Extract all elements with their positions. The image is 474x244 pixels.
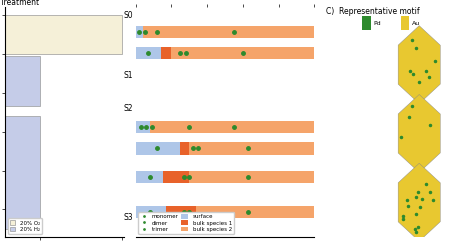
Text: S0: S0 — [124, 10, 134, 20]
Bar — [161, 47, 172, 59]
Polygon shape — [398, 163, 440, 241]
Polygon shape — [398, 26, 440, 104]
Text: Pd: Pd — [374, 21, 381, 26]
Bar — [136, 121, 150, 133]
Bar — [197, 206, 314, 218]
Bar — [163, 171, 189, 183]
Text: S2: S2 — [124, 104, 133, 113]
Bar — [166, 206, 197, 218]
Bar — [189, 171, 314, 183]
Bar — [5, 15, 122, 54]
Bar — [362, 17, 371, 30]
Text: A)  Treatment: A) Treatment — [0, 0, 39, 7]
Bar — [5, 116, 40, 229]
Text: Au: Au — [412, 21, 420, 26]
Text: S3: S3 — [124, 213, 134, 222]
Bar — [136, 171, 163, 183]
Polygon shape — [398, 94, 440, 173]
Bar — [136, 26, 143, 38]
Bar — [136, 47, 161, 59]
Bar — [172, 47, 314, 59]
Text: C)  Representative motif: C) Representative motif — [326, 7, 420, 16]
Bar — [143, 26, 314, 38]
Bar — [401, 17, 409, 30]
Bar — [150, 121, 314, 133]
Bar — [189, 142, 314, 155]
Legend: 20% O₂, 20% H₂: 20% O₂, 20% H₂ — [8, 218, 42, 234]
Bar — [181, 142, 189, 155]
Bar — [5, 56, 40, 106]
Bar — [136, 206, 166, 218]
Text: S1: S1 — [124, 71, 133, 80]
Bar — [136, 142, 181, 155]
Legend: monomer, dimer, trimer, surface, bulk species 1, bulk species 2: monomer, dimer, trimer, surface, bulk sp… — [138, 212, 234, 234]
